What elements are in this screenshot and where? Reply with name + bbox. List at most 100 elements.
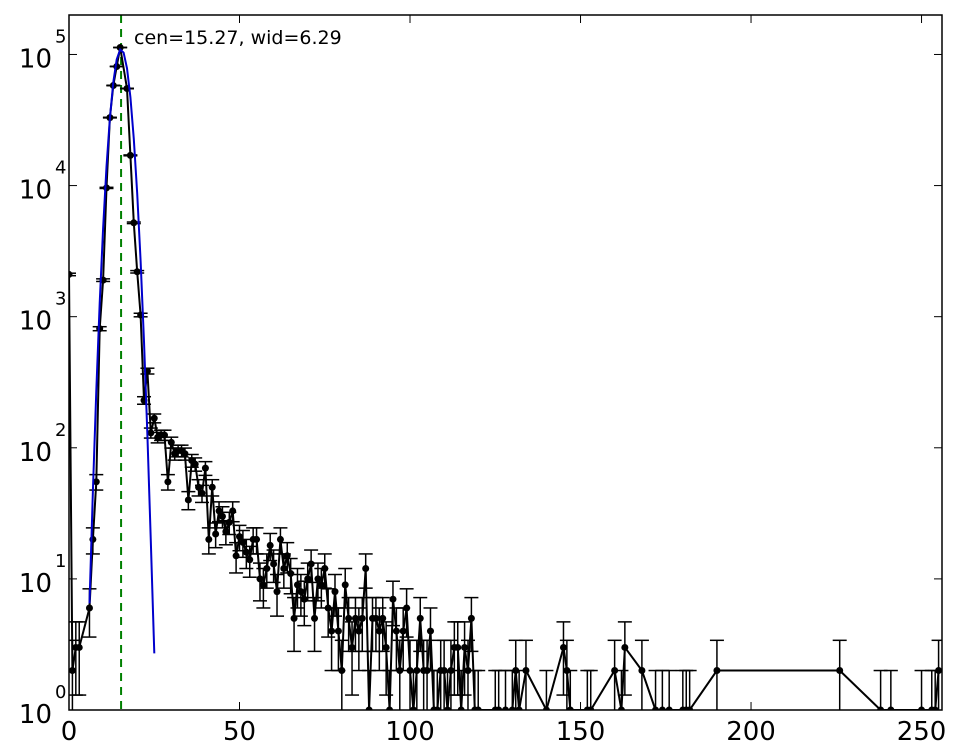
x-tick-label: 0: [61, 717, 78, 747]
data-point: [713, 667, 721, 675]
data-point: [263, 565, 271, 573]
data-point: [331, 588, 339, 596]
fit-curve: [88, 47, 156, 654]
data-point: [345, 614, 353, 622]
data-point: [222, 527, 230, 535]
y-tick-label: 10: [19, 700, 52, 730]
data-point: [229, 507, 237, 515]
data-point: [314, 575, 322, 583]
y-tick-label: 10: [19, 307, 52, 337]
y-tick-exponent: 5: [55, 26, 66, 47]
plot-frame: [68, 14, 943, 711]
data-point: [931, 706, 939, 710]
data-point: [218, 512, 226, 520]
data-point: [184, 496, 192, 504]
data-point: [454, 643, 462, 651]
data-point: [293, 581, 301, 589]
plot-area: [69, 15, 942, 710]
data-point: [321, 565, 329, 573]
data-point: [69, 667, 76, 675]
data-point: [358, 614, 366, 622]
data-point: [389, 595, 397, 603]
data-point: [542, 706, 550, 710]
data-point: [300, 595, 308, 603]
x-tick-label: 50: [223, 717, 256, 747]
data-point: [69, 270, 73, 278]
data-point: [232, 552, 240, 560]
data-point: [236, 533, 244, 541]
data-point: [273, 588, 281, 596]
data-point: [686, 706, 694, 710]
y-tick-exponent: 3: [55, 289, 66, 310]
data-point: [212, 530, 220, 538]
data-point: [365, 706, 373, 710]
y-tick-exponent: 4: [55, 158, 66, 179]
data-point: [167, 438, 175, 446]
data-point: [935, 667, 942, 675]
data-point: [338, 667, 346, 675]
data-point: [328, 627, 336, 635]
data-point: [621, 643, 629, 651]
x-tick-label: 100: [385, 717, 435, 747]
data-point: [116, 44, 124, 52]
data-line: [69, 47, 940, 710]
data-point: [836, 667, 844, 675]
data-point: [467, 614, 475, 622]
data-point: [362, 565, 370, 573]
data-point: [239, 538, 247, 546]
data-point: [461, 643, 469, 651]
data-point: [276, 535, 284, 543]
data-point: [307, 560, 315, 568]
x-tick-label: 250: [897, 717, 947, 747]
data-point: [399, 627, 407, 635]
data-point: [587, 706, 595, 710]
y-tick-label: 10: [19, 438, 52, 468]
data-point: [379, 614, 387, 622]
data-point: [447, 667, 455, 675]
data-point: [126, 151, 134, 159]
data-point: [75, 643, 83, 651]
data-point: [375, 627, 383, 635]
y-tick-exponent: 0: [55, 682, 66, 703]
data-point: [372, 614, 380, 622]
y-tick-label: 10: [19, 44, 52, 74]
data-point: [266, 541, 274, 549]
data-point: [351, 614, 359, 622]
data-point: [508, 706, 516, 710]
data-point: [280, 565, 288, 573]
data-point: [559, 643, 567, 651]
data-point: [887, 706, 895, 710]
data-point: [287, 569, 295, 577]
data-point: [259, 581, 267, 589]
data-point: [522, 667, 530, 675]
data-point: [495, 706, 503, 710]
data-point: [413, 667, 421, 675]
data-point: [409, 706, 417, 710]
data-point: [392, 627, 400, 635]
data-point: [215, 507, 223, 515]
data-point: [103, 184, 111, 192]
annotation: cen=15.27, wid=6.29: [134, 27, 342, 49]
data-point: [150, 414, 158, 422]
data-point: [85, 604, 93, 612]
data-point: [638, 667, 646, 675]
data-point: [201, 464, 209, 472]
data-point: [311, 614, 319, 622]
data-point: [164, 478, 172, 486]
data-point: [348, 643, 356, 651]
data-point: [208, 483, 216, 491]
data-point: [474, 706, 482, 710]
data-point: [133, 268, 141, 276]
data-point: [444, 706, 452, 710]
data-point: [457, 706, 465, 710]
data-point: [253, 535, 261, 543]
data-point: [652, 706, 660, 710]
data-point: [426, 627, 434, 635]
data-point: [270, 560, 278, 568]
data-point: [416, 614, 424, 622]
data-point: [386, 706, 394, 710]
y-tick-label: 10: [19, 569, 52, 599]
data-point: [355, 627, 363, 635]
data-point: [304, 575, 312, 583]
